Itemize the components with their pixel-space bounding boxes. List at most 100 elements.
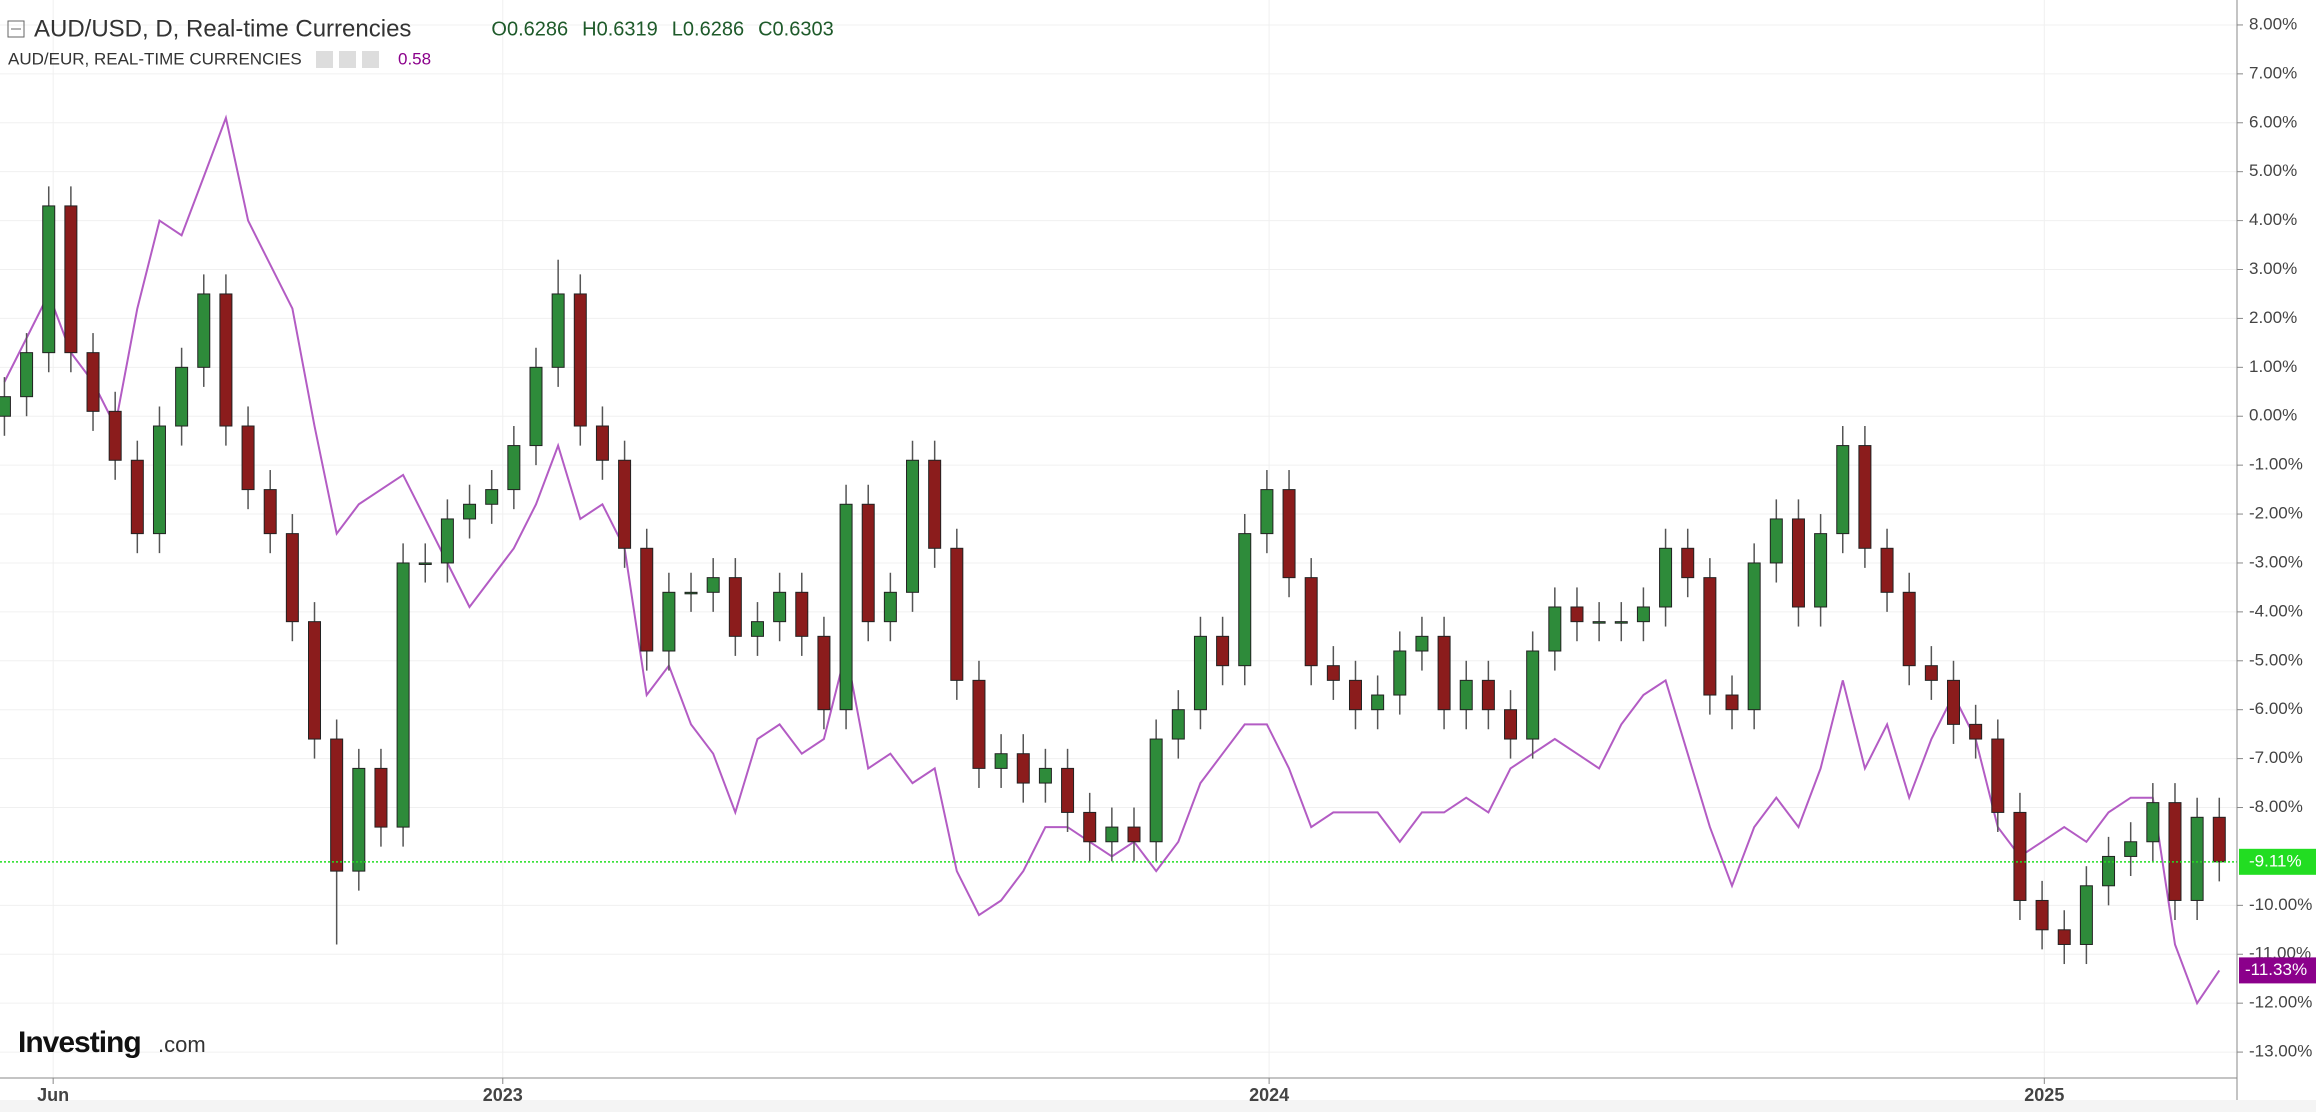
candle-body [1504, 709, 1518, 740]
candle-body [1902, 591, 1916, 667]
candle-body [618, 459, 632, 549]
candle-body [1791, 518, 1805, 608]
candle-body [1548, 606, 1562, 652]
candle-body [906, 459, 920, 593]
candle-body [1836, 445, 1850, 535]
candle-body [396, 562, 410, 828]
candle-body [573, 293, 587, 427]
candle-body [0, 396, 11, 417]
candle-body [750, 621, 764, 637]
candle-body [1924, 665, 1938, 681]
candle-body [839, 503, 853, 711]
candle-body [1681, 547, 1695, 579]
y-tick-label: -5.00% [2249, 650, 2303, 669]
x-tick-label: 2023 [483, 1085, 523, 1105]
series-title: AUD/EUR, REAL-TIME CURRENCIES [8, 49, 302, 68]
price-label-bg [2239, 848, 2316, 875]
candle-body [1570, 606, 1584, 623]
ohlc-values: O0.6286 H0.6319 L0.6286 C0.6303 [491, 18, 833, 40]
candle-body [2146, 802, 2160, 843]
legend-value: 0.58 [398, 49, 431, 68]
watermark-suffix: .com [158, 1032, 206, 1057]
candle-body [418, 562, 432, 565]
y-tick-label: 1.00% [2249, 357, 2297, 376]
candle-body [1991, 738, 2005, 813]
candle-body [440, 518, 454, 564]
candle-body [1282, 489, 1296, 579]
candle-body [2057, 929, 2071, 945]
candle-body [2079, 885, 2093, 945]
y-tick-label: -7.00% [2249, 748, 2303, 767]
candle-body [1880, 547, 1894, 593]
plot [0, 114, 2237, 1006]
candle-body [1526, 650, 1540, 740]
candle-body [1127, 826, 1141, 843]
y-tick-label: 0.00% [2249, 406, 2297, 425]
candle-body [1193, 635, 1207, 711]
y-tick-label: 5.00% [2249, 161, 2297, 180]
candle-body [883, 591, 897, 623]
candle-body [1061, 767, 1075, 813]
candle-body [2168, 802, 2182, 901]
candle-body [1814, 533, 1828, 608]
candle-body [1459, 679, 1473, 711]
candle-body [1437, 635, 1451, 711]
ohlc-value: O0.6286 [491, 18, 568, 40]
candle-body [197, 293, 211, 368]
candle-body [1636, 606, 1650, 623]
settings-icon[interactable] [339, 51, 356, 68]
collapse-icon[interactable] [7, 20, 25, 38]
candle-body [640, 547, 654, 652]
y-tick-label: -6.00% [2249, 699, 2303, 718]
candle-body [352, 767, 366, 872]
candle-body [551, 293, 565, 368]
candle-body [706, 577, 720, 593]
axis-labels: 8.00% 7.00% 6.00% 5.00% 4.00% 3.00% 2.00% 1.00%… [37, 14, 2316, 1105]
price-label: -11.33% [2245, 960, 2307, 979]
candle-body [861, 503, 875, 623]
ohlc-value: L0.6286 [672, 18, 744, 40]
y-tick-label: -10.00% [2249, 895, 2312, 914]
settings-icon[interactable] [316, 51, 333, 68]
y-tick-label: -13.00% [2249, 1042, 2312, 1061]
candle-body [1304, 577, 1318, 667]
candle-body [308, 621, 322, 740]
candle-body [1038, 767, 1052, 784]
candle-body [1415, 635, 1429, 652]
ohlc-value: C0.6303 [758, 18, 834, 40]
candle-body [1149, 738, 1163, 843]
candle-body [152, 425, 166, 535]
watermark: Investing [18, 1026, 141, 1059]
candle-body [1393, 650, 1407, 696]
candle-body [1592, 621, 1606, 624]
close-icon[interactable] [362, 51, 379, 68]
candle-body [1348, 679, 1362, 711]
candle-body [1858, 445, 1872, 549]
y-tick-label: -12.00% [2249, 993, 2312, 1012]
candle-body [728, 577, 742, 637]
candle-body [1083, 811, 1097, 843]
candle-body [2102, 855, 2116, 887]
candle-body [529, 366, 543, 447]
candle-body [773, 591, 787, 623]
candle-body [1238, 533, 1252, 667]
candle-body [684, 591, 698, 595]
y-tick-label: 4.00% [2249, 210, 2297, 229]
candle-body [1747, 562, 1761, 711]
candle-body [950, 547, 964, 681]
candle-body [507, 445, 521, 491]
candle-body [1614, 621, 1628, 624]
candle-body [1171, 709, 1185, 740]
candle-body [330, 738, 344, 872]
candle-body [1326, 665, 1340, 681]
candle-body [595, 425, 609, 461]
candle-body [463, 503, 477, 520]
candle-body [42, 205, 56, 354]
candle-body [1260, 489, 1274, 535]
candle-body [20, 352, 34, 398]
y-tick-label: 6.00% [2249, 112, 2297, 131]
candle-body [1481, 679, 1495, 711]
y-tick-label: -4.00% [2249, 601, 2303, 620]
